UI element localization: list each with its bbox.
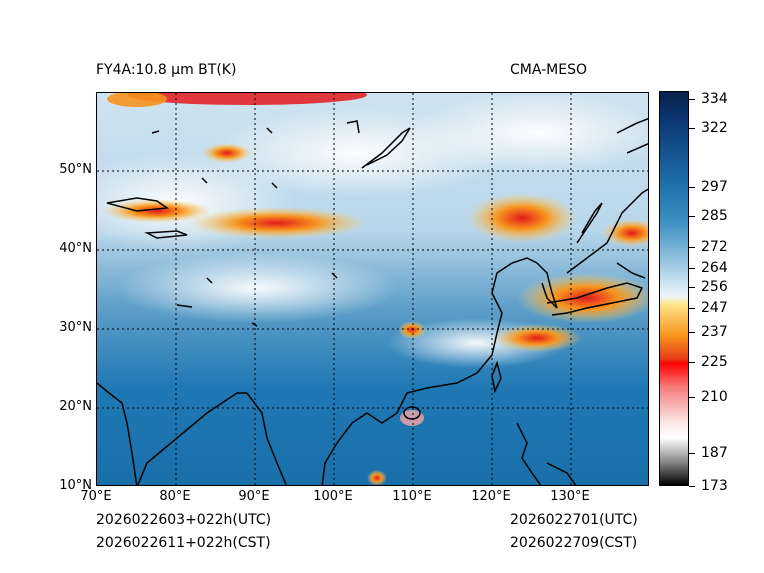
cloud-area [407,93,648,173]
init-time-cst: 2026022611+022h(CST) [96,535,271,551]
coastlines [97,117,648,485]
lat-label-10n: 10°N [59,478,92,493]
source-label: CMA-MESO [510,62,588,78]
cold-cloud [367,470,387,485]
lon-label-80e: 80°E [159,489,191,504]
cloud-area [117,253,397,323]
lon-label-130e: 130°E [550,489,590,504]
colorbar-tick-187: 187 [701,445,728,461]
cold-cloud [107,93,167,107]
colorbar-tick-210: 210 [701,389,728,405]
colorbar-tick-256: 256 [701,279,728,295]
colorbar-tick-297: 297 [701,179,728,195]
lon-label-70e: 70°E [80,489,112,504]
map-title: FY4A:10.8 µm BT(K) [96,62,237,78]
cold-cloud [400,410,424,426]
colorbar-tick-272: 272 [701,239,728,255]
lon-label-100e: 100°E [313,489,353,504]
cold-cloud [127,93,367,105]
colorbar-tick-173: 173 [701,478,728,494]
colorbar-tick-322: 322 [701,120,728,136]
colorbar [659,91,689,486]
lon-label-110e: 110°E [392,489,432,504]
cold-cloud [398,321,426,339]
init-time-utc: 2026022603+022h(UTC) [96,512,272,528]
lat-label-20n: 20°N [59,399,92,414]
lon-label-120e: 120°E [471,489,511,504]
colorbar-tick-225: 225 [701,354,728,370]
graticule [97,93,648,485]
colorbar-tick-237: 237 [701,324,728,340]
colorbar-tick-264: 264 [701,260,728,276]
cold-cloud [602,219,648,247]
lon-label-90e: 90°E [238,489,270,504]
valid-time-utc: 2026022701(UTC) [510,512,638,528]
brightness-temperature-image [97,93,648,485]
cold-cloud [467,193,577,243]
cold-cloud [202,143,252,163]
valid-time-cst: 2026022709(CST) [510,535,638,551]
satellite-map[interactable] [96,92,649,486]
colorbar-tick-247: 247 [701,300,728,316]
cold-cloud [102,199,212,223]
colorbar-tick-285: 285 [701,208,728,224]
cold-cloud [492,324,582,352]
lat-label-40n: 40°N [59,241,92,256]
cold-cloud [187,207,367,239]
lat-label-50n: 50°N [59,162,92,177]
lat-label-30n: 30°N [59,320,92,335]
colorbar-tick-334: 334 [701,91,728,107]
